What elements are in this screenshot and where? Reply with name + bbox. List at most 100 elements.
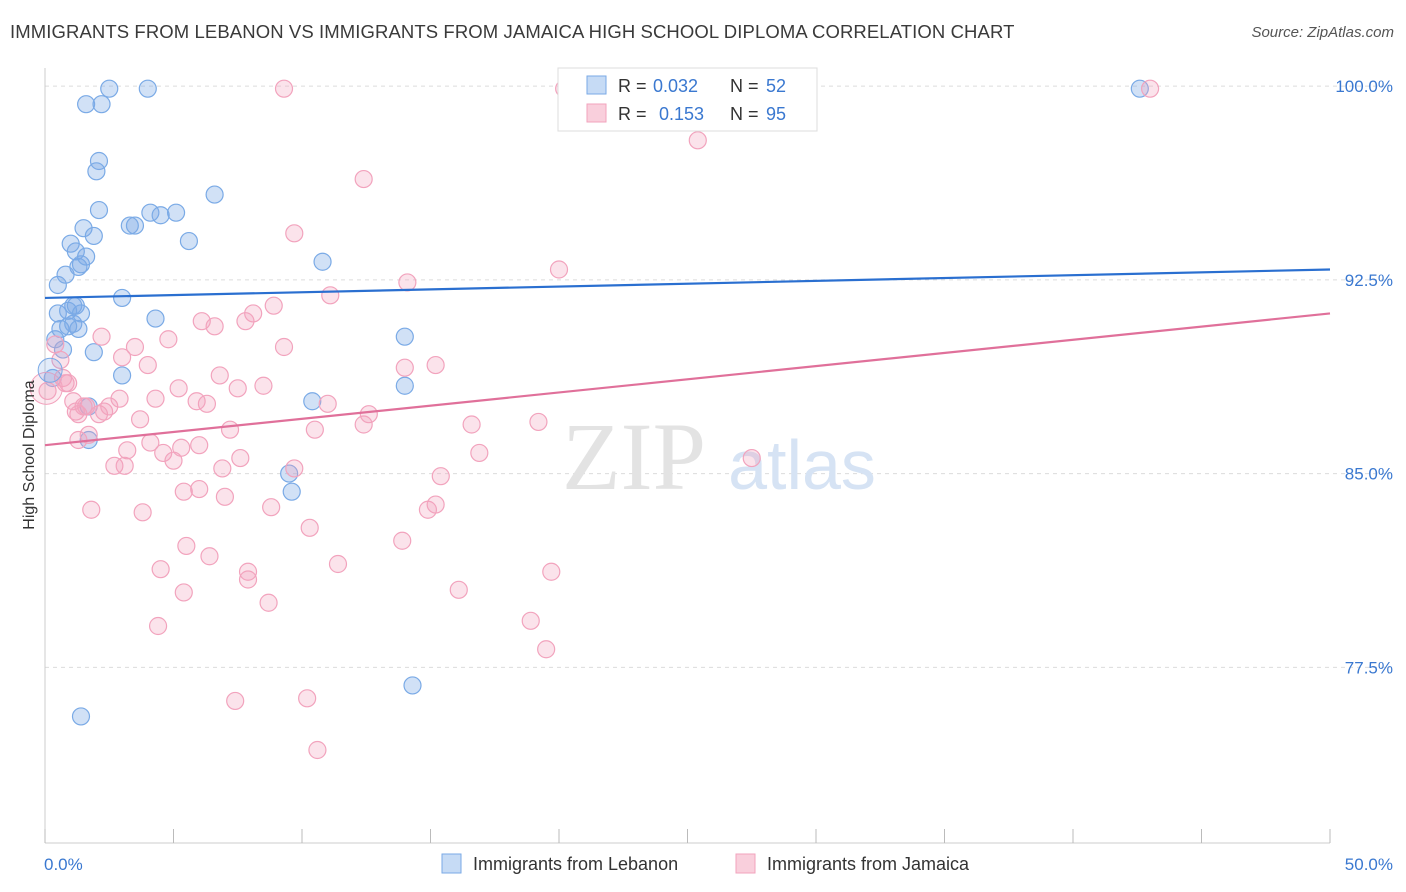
legend-r-value-lebanon: 0.032 <box>653 76 698 96</box>
point-lebanon-38 <box>166 203 186 222</box>
point-jamaica-2 <box>51 350 70 370</box>
point-jamaica-75 <box>393 531 412 550</box>
point-lebanon-8 <box>59 317 78 336</box>
point-jamaica-46 <box>210 366 229 385</box>
point-lebanon-20 <box>77 95 96 114</box>
legend-swatch-lebanon <box>586 75 607 95</box>
point-jamaica-93 <box>1140 79 1160 98</box>
point-lebanon-16 <box>71 304 91 323</box>
legend-r-value-jamaica: 0.153 <box>659 104 704 124</box>
point-lebanon-27 <box>87 162 106 181</box>
legend-bottom-label-lebanon: Immigrants from Lebanon <box>473 854 678 874</box>
point-jamaica-18 <box>105 456 124 475</box>
y-tick-label-1: 85.0% <box>1345 465 1393 484</box>
point-jamaica-81 <box>431 467 450 486</box>
source-label: Source: ZipAtlas.com <box>1251 24 1394 41</box>
watermark-atlas: atlas <box>728 426 876 504</box>
point-jamaica-3 <box>53 368 73 388</box>
point-jamaica-55 <box>238 570 258 589</box>
watermark: ZIP atlas <box>562 403 876 510</box>
point-jamaica-72 <box>354 169 373 189</box>
point-lebanon-15 <box>69 319 88 339</box>
point-lebanon-33 <box>125 216 145 235</box>
point-lebanon-34 <box>138 79 157 98</box>
point-lebanon-39 <box>179 231 199 251</box>
y-axis-label: High School Diploma <box>21 380 38 530</box>
point-jamaica-1 <box>46 335 65 354</box>
point-jamaica-84 <box>470 443 489 463</box>
y-tick-label-0: 77.5% <box>1345 658 1393 677</box>
point-jamaica-74 <box>359 405 378 424</box>
point-jamaica-57 <box>254 376 273 395</box>
point-jamaica-cluster <box>29 371 63 405</box>
point-jamaica-60 <box>264 296 283 315</box>
point-lebanon-44 <box>313 252 332 271</box>
point-jamaica-76 <box>395 358 414 377</box>
point-lebanon-49 <box>1130 79 1149 98</box>
legend-bottom-label-jamaica: Immigrants from Jamaica <box>767 854 970 874</box>
point-lebanon-43 <box>303 392 322 411</box>
point-jamaica-28 <box>146 389 165 408</box>
series-legend: Immigrants from Lebanon Immigrants from … <box>441 853 970 874</box>
correlation-legend: R = 0.032 N = 52 R = 0.153 N = 95 <box>557 67 818 132</box>
point-jamaica-25 <box>133 503 152 522</box>
point-jamaica-61 <box>274 337 294 357</box>
data-points <box>29 79 1160 760</box>
point-jamaica-47 <box>213 459 232 478</box>
point-jamaica-65 <box>298 689 317 708</box>
point-lebanon-32 <box>120 216 139 235</box>
point-jamaica-40 <box>190 436 209 455</box>
point-jamaica-12 <box>79 425 98 444</box>
point-jamaica-21 <box>115 456 134 475</box>
point-lebanon-35 <box>141 203 160 222</box>
legend-bottom-swatch-jamaica <box>735 853 756 874</box>
point-jamaica-58 <box>259 593 278 612</box>
grid-lines <box>45 85 1390 668</box>
point-jamaica-59 <box>262 498 281 517</box>
point-jamaica-22 <box>118 441 137 460</box>
point-jamaica-41 <box>190 479 209 499</box>
point-jamaica-20 <box>112 348 132 367</box>
point-jamaica-32 <box>159 330 178 349</box>
point-lebanon-3 <box>48 304 67 323</box>
point-lebanon-36 <box>146 309 165 328</box>
point-jamaica-13 <box>82 500 101 519</box>
point-lebanon-47 <box>403 676 422 695</box>
point-jamaica-36 <box>174 583 193 602</box>
point-jamaica-30 <box>151 560 170 579</box>
point-jamaica-79 <box>426 495 445 514</box>
legend-n-label-jamaica: N = <box>730 104 759 124</box>
y-tick-label-2: 92.5% <box>1345 271 1393 290</box>
point-jamaica-29 <box>148 616 168 636</box>
point-lebanon-28 <box>92 95 111 114</box>
point-jamaica-50 <box>226 691 245 711</box>
point-lebanon-25 <box>89 200 109 220</box>
chart-title: IMMIGRANTS FROM LEBANON VS IMMIGRANTS FR… <box>10 21 1015 42</box>
point-jamaica-52 <box>231 448 250 468</box>
point-lebanon-41 <box>280 464 299 483</box>
legend-r-label-jamaica: R = <box>618 104 647 124</box>
point-jamaica-24 <box>130 410 150 429</box>
point-jamaica-82 <box>449 580 468 599</box>
point-lebanon-37 <box>151 206 170 225</box>
trend-line-jamaica <box>44 312 1331 447</box>
legend-bottom-swatch-lebanon <box>441 853 462 874</box>
point-jamaica-80 <box>426 355 445 375</box>
point-jamaica-49 <box>220 420 240 439</box>
point-jamaica-34 <box>169 379 188 398</box>
point-jamaica-91 <box>688 131 707 150</box>
legend-n-value-lebanon: 52 <box>766 76 786 96</box>
point-jamaica-73 <box>354 415 373 434</box>
point-lebanon-48 <box>71 707 91 726</box>
point-jamaica-87 <box>537 640 556 659</box>
point-jamaica-62 <box>274 79 294 98</box>
point-jamaica-45 <box>205 317 224 336</box>
point-jamaica-19 <box>110 389 129 408</box>
point-jamaica-71 <box>328 554 348 574</box>
point-jamaica-56 <box>244 304 263 323</box>
point-jamaica-88 <box>542 562 561 581</box>
point-jamaica-15 <box>92 327 111 346</box>
y-tick-label-3: 100.0% <box>1335 77 1393 96</box>
watermark-zip: ZIP <box>562 403 706 510</box>
point-jamaica-38 <box>177 536 196 556</box>
